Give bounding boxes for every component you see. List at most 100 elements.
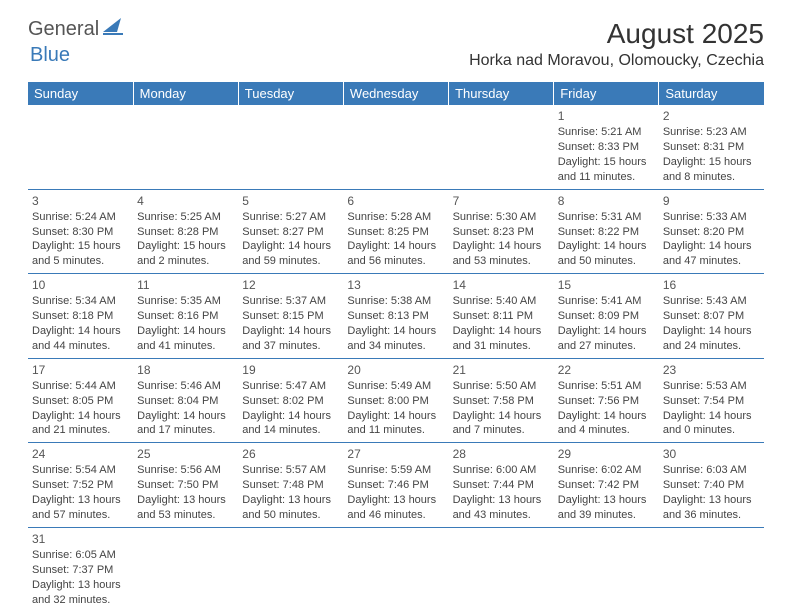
sunrise-line: Sunrise: 5:53 AM [663,379,760,394]
sunrise-line: Sunrise: 5:41 AM [558,294,655,309]
daylight-line: Daylight: 13 hours and 32 minutes. [32,578,129,608]
sunrise-line: Sunrise: 5:47 AM [242,379,339,394]
day-number: 4 [137,193,234,209]
daylight-line: Daylight: 14 hours and 56 minutes. [347,239,444,269]
calendar-empty [449,527,554,611]
day-number: 8 [558,193,655,209]
calendar-day: 28Sunrise: 6:00 AMSunset: 7:44 PMDayligh… [449,443,554,528]
month-title: August 2025 [469,18,764,50]
day-number: 17 [32,362,129,378]
calendar-day: 9Sunrise: 5:33 AMSunset: 8:20 PMDaylight… [659,189,764,274]
day-number: 3 [32,193,129,209]
daylight-line: Daylight: 13 hours and 57 minutes. [32,493,129,523]
calendar-week: 1Sunrise: 5:21 AMSunset: 8:33 PMDaylight… [28,105,764,189]
sunset-line: Sunset: 8:33 PM [558,140,655,155]
calendar-empty [28,105,133,189]
day-number: 7 [453,193,550,209]
sunrise-line: Sunrise: 5:43 AM [663,294,760,309]
calendar-day: 22Sunrise: 5:51 AMSunset: 7:56 PMDayligh… [554,358,659,443]
daylight-line: Daylight: 13 hours and 39 minutes. [558,493,655,523]
calendar-day: 8Sunrise: 5:31 AMSunset: 8:22 PMDaylight… [554,189,659,274]
daylight-line: Daylight: 14 hours and 59 minutes. [242,239,339,269]
sunrise-line: Sunrise: 5:23 AM [663,125,760,140]
calendar-day: 30Sunrise: 6:03 AMSunset: 7:40 PMDayligh… [659,443,764,528]
day-number: 24 [32,446,129,462]
calendar-day: 2Sunrise: 5:23 AMSunset: 8:31 PMDaylight… [659,105,764,189]
sunrise-line: Sunrise: 5:34 AM [32,294,129,309]
calendar-day: 17Sunrise: 5:44 AMSunset: 8:05 PMDayligh… [28,358,133,443]
sunrise-line: Sunrise: 6:03 AM [663,463,760,478]
day-number: 10 [32,277,129,293]
sunset-line: Sunset: 8:02 PM [242,394,339,409]
sunrise-line: Sunrise: 5:54 AM [32,463,129,478]
day-number: 31 [32,531,129,547]
day-number: 2 [663,108,760,124]
calendar-week: 24Sunrise: 5:54 AMSunset: 7:52 PMDayligh… [28,443,764,528]
sunrise-line: Sunrise: 6:02 AM [558,463,655,478]
daylight-line: Daylight: 13 hours and 46 minutes. [347,493,444,523]
daylight-line: Daylight: 14 hours and 4 minutes. [558,409,655,439]
day-number: 23 [663,362,760,378]
daylight-line: Daylight: 14 hours and 27 minutes. [558,324,655,354]
sunset-line: Sunset: 8:23 PM [453,225,550,240]
sunrise-line: Sunrise: 5:57 AM [242,463,339,478]
sunrise-line: Sunrise: 5:31 AM [558,210,655,225]
sunset-line: Sunset: 8:28 PM [137,225,234,240]
day-number: 26 [242,446,339,462]
sunrise-line: Sunrise: 5:40 AM [453,294,550,309]
calendar-empty [238,527,343,611]
sunset-line: Sunset: 7:42 PM [558,478,655,493]
calendar-week: 3Sunrise: 5:24 AMSunset: 8:30 PMDaylight… [28,189,764,274]
calendar-day: 26Sunrise: 5:57 AMSunset: 7:48 PMDayligh… [238,443,343,528]
day-number: 15 [558,277,655,293]
logo-text-blue: Blue [30,44,70,66]
day-header: Tuesday [238,82,343,105]
sunset-line: Sunset: 8:07 PM [663,309,760,324]
sunset-line: Sunset: 8:00 PM [347,394,444,409]
calendar-day: 7Sunrise: 5:30 AMSunset: 8:23 PMDaylight… [449,189,554,274]
calendar-week: 17Sunrise: 5:44 AMSunset: 8:05 PMDayligh… [28,358,764,443]
sunrise-line: Sunrise: 5:37 AM [242,294,339,309]
sunrise-line: Sunrise: 5:25 AM [137,210,234,225]
calendar-week: 31Sunrise: 6:05 AMSunset: 7:37 PMDayligh… [28,527,764,611]
day-number: 19 [242,362,339,378]
calendar-day: 16Sunrise: 5:43 AMSunset: 8:07 PMDayligh… [659,274,764,359]
calendar-day: 5Sunrise: 5:27 AMSunset: 8:27 PMDaylight… [238,189,343,274]
calendar-empty [554,527,659,611]
sunset-line: Sunset: 7:54 PM [663,394,760,409]
daylight-line: Daylight: 14 hours and 34 minutes. [347,324,444,354]
sunset-line: Sunset: 7:52 PM [32,478,129,493]
day-number: 30 [663,446,760,462]
day-header-row: SundayMondayTuesdayWednesdayThursdayFrid… [28,82,764,105]
sunrise-line: Sunrise: 5:28 AM [347,210,444,225]
day-header: Friday [554,82,659,105]
daylight-line: Daylight: 13 hours and 36 minutes. [663,493,760,523]
title-block: August 2025 Horka nad Moravou, Olomoucky… [469,18,764,70]
day-number: 29 [558,446,655,462]
day-number: 21 [453,362,550,378]
sunset-line: Sunset: 8:09 PM [558,309,655,324]
daylight-line: Daylight: 14 hours and 31 minutes. [453,324,550,354]
daylight-line: Daylight: 13 hours and 53 minutes. [137,493,234,523]
calendar-empty [343,105,448,189]
calendar-week: 10Sunrise: 5:34 AMSunset: 8:18 PMDayligh… [28,274,764,359]
daylight-line: Daylight: 14 hours and 24 minutes. [663,324,760,354]
calendar-day: 15Sunrise: 5:41 AMSunset: 8:09 PMDayligh… [554,274,659,359]
daylight-line: Daylight: 14 hours and 0 minutes. [663,409,760,439]
daylight-line: Daylight: 14 hours and 47 minutes. [663,239,760,269]
calendar-day: 27Sunrise: 5:59 AMSunset: 7:46 PMDayligh… [343,443,448,528]
logo: General [28,18,127,41]
daylight-line: Daylight: 15 hours and 2 minutes. [137,239,234,269]
day-number: 5 [242,193,339,209]
sunrise-line: Sunrise: 5:44 AM [32,379,129,394]
sunset-line: Sunset: 8:15 PM [242,309,339,324]
sunrise-line: Sunrise: 5:21 AM [558,125,655,140]
day-number: 11 [137,277,234,293]
calendar-day: 11Sunrise: 5:35 AMSunset: 8:16 PMDayligh… [133,274,238,359]
daylight-line: Daylight: 14 hours and 37 minutes. [242,324,339,354]
day-number: 27 [347,446,444,462]
sail-icon [103,18,125,41]
day-number: 14 [453,277,550,293]
day-header: Thursday [449,82,554,105]
sunrise-line: Sunrise: 5:50 AM [453,379,550,394]
